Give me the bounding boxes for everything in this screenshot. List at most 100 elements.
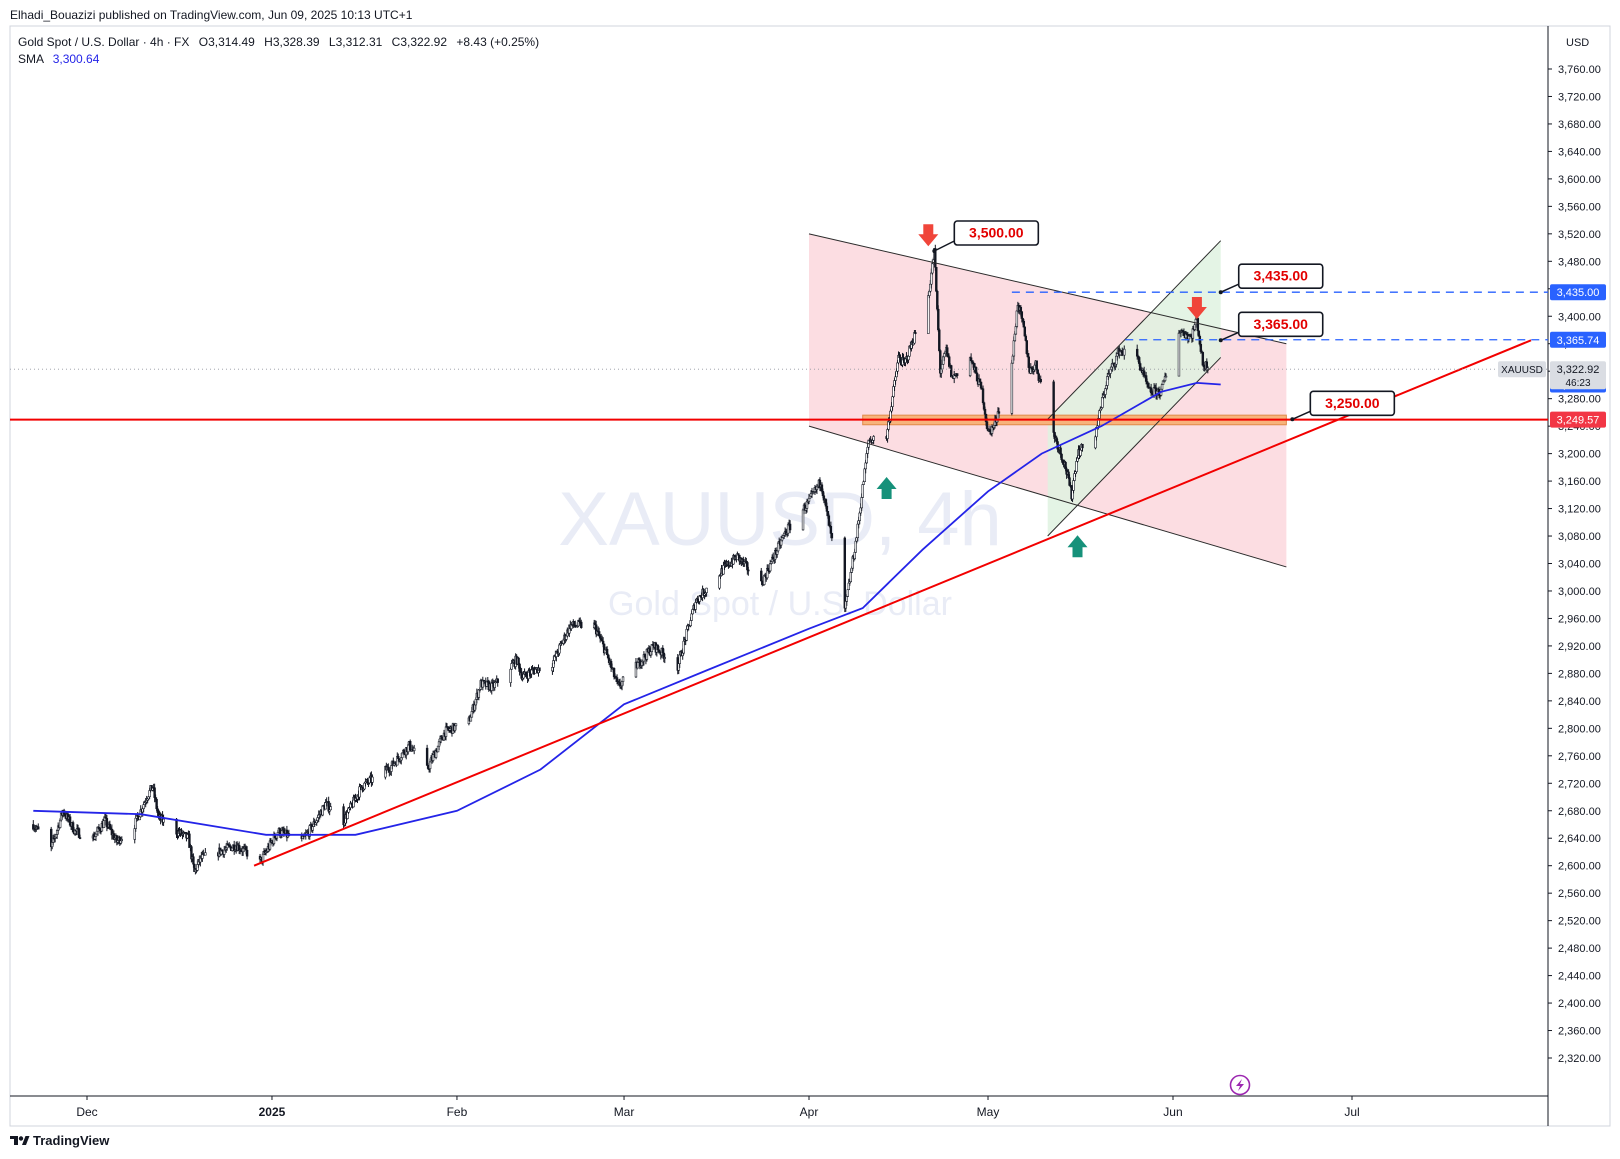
arrow-up-icon [1067, 535, 1088, 558]
ohlc-high: 3,328.39 [273, 35, 320, 49]
arrow-down-icon [1186, 297, 1207, 319]
currency-label[interactable]: USD [1566, 37, 1589, 49]
candle-body [997, 411, 1001, 414]
arrow-up-icon [876, 477, 897, 499]
y-tick-label: 3,200.00 [1558, 449, 1601, 461]
y-tick-label: 2,480.00 [1558, 943, 1601, 955]
time-axis[interactable]: Dec 2025 Feb Mar Apr May Jun Jul [76, 1096, 1360, 1119]
callout-text-0: 3,500.00 [969, 225, 1024, 241]
candle-body [1079, 449, 1082, 456]
candle-body [621, 676, 625, 682]
y-tick-label: 3,040.00 [1558, 559, 1601, 571]
callout-box-0 [953, 220, 1040, 246]
candle-body [827, 515, 831, 526]
candle-body [853, 551, 856, 560]
y-tick-label: 3,080.00 [1558, 531, 1601, 543]
candle-body [1020, 311, 1024, 319]
candle-body [192, 856, 195, 865]
candle-body [931, 263, 934, 274]
candle-body [891, 396, 894, 407]
candle-body [311, 826, 314, 831]
candle-body [454, 723, 458, 727]
countdown-text: 46:23 [1565, 378, 1590, 389]
up-arrow-3 [1067, 535, 1088, 558]
candle-body [862, 481, 865, 485]
candle-body [1015, 310, 1019, 327]
candle-body [776, 542, 780, 552]
down-arrow-0 [918, 224, 939, 247]
candle-body [1081, 443, 1084, 449]
candle-body [950, 365, 953, 378]
price-badge-text-1: 3,365.74 [1557, 335, 1600, 347]
candle-body [941, 363, 944, 370]
candle-body [1164, 375, 1168, 378]
watermark-name: Gold Spot / U.S. Dollar [608, 585, 952, 623]
candle-body [705, 587, 708, 593]
x-tick-label: Feb [447, 1105, 468, 1119]
callout-text-1: 3,435.00 [1253, 268, 1308, 284]
sma-value: 3,300.64 [53, 52, 100, 66]
down-arrow-1 [1186, 297, 1207, 319]
candle-body [37, 826, 40, 830]
y-tick-label: 2,720.00 [1558, 778, 1601, 790]
header-title: Gold Spot / U.S. Dollar · 4h · FX [18, 35, 189, 49]
candle-body [428, 761, 432, 770]
y-tick-label: 2,560.00 [1558, 888, 1601, 900]
chart-callouts: 3,500.00 3,435.00 3,365.00 3,250.00 [932, 220, 1396, 422]
rising-trendline [253, 339, 1532, 867]
candle-body [927, 295, 930, 334]
candle-body [747, 569, 750, 572]
tradingview-logo: TradingView [10, 1133, 110, 1148]
chart-header: Gold Spot / U.S. Dollar · 4h · FX O3,314… [18, 35, 539, 66]
candle-body [636, 662, 640, 669]
candle-body [1177, 332, 1181, 377]
candle-body [1075, 461, 1078, 473]
callout-anchor-0 [932, 249, 937, 254]
candle-body [522, 673, 525, 679]
symbol-watermark: XAUUSD, 4h Gold Spot / U.S. Dollar [558, 477, 1002, 623]
candle-series [32, 244, 1209, 875]
callout-anchor-2 [1218, 338, 1223, 343]
candle-body [230, 847, 234, 851]
candle-body [943, 353, 946, 358]
callout-box-3 [1309, 390, 1396, 417]
candle-body [983, 408, 987, 415]
price-axis[interactable]: 2,320.00 2,360.00 2,400.00 2,440.00 2,480.00… [1498, 64, 1606, 1065]
x-tick-label: May [977, 1105, 1000, 1119]
candle-body [1072, 480, 1075, 491]
candle-body [979, 381, 983, 389]
candle-body [142, 804, 145, 809]
candle-body [690, 613, 693, 621]
candle-body [510, 663, 513, 670]
ascending-channel-fill [1047, 240, 1221, 536]
y-tick-label: 3,720.00 [1558, 91, 1601, 103]
y-tick-label: 2,800.00 [1558, 723, 1601, 735]
candle-body [120, 839, 124, 841]
y-tick-label: 3,000.00 [1558, 586, 1601, 598]
candle-body [829, 526, 833, 534]
x-tick-label: Dec [76, 1105, 97, 1119]
watermark-symbol: XAUUSD, 4h [558, 477, 1002, 562]
ascending-channel-lower [1047, 357, 1222, 537]
candle-body [935, 266, 938, 292]
candle-body [162, 818, 165, 823]
flash-icon[interactable] [1229, 1074, 1251, 1096]
candle-body [105, 818, 109, 828]
y-tick-label: 2,360.00 [1558, 1026, 1601, 1038]
callout-box-1 [1237, 263, 1324, 290]
y-tick-label: 3,640.00 [1558, 146, 1601, 158]
candle-body [245, 849, 249, 857]
current-price-text: 3,322.92 [1557, 364, 1600, 376]
candle-body [843, 537, 847, 609]
y-tick-label: 2,920.00 [1558, 641, 1601, 653]
candle-body [1142, 370, 1146, 376]
candle-body [872, 436, 875, 441]
y-tick-label: 2,440.00 [1558, 971, 1601, 983]
y-tick-label: 3,400.00 [1558, 311, 1601, 323]
callout-pointer-1 [1220, 283, 1240, 293]
ohlc-close: 3,322.92 [400, 35, 447, 49]
up-arrow-2 [876, 477, 897, 499]
tv-logo-icon [10, 1136, 18, 1145]
price-badge-0 [1550, 284, 1606, 301]
